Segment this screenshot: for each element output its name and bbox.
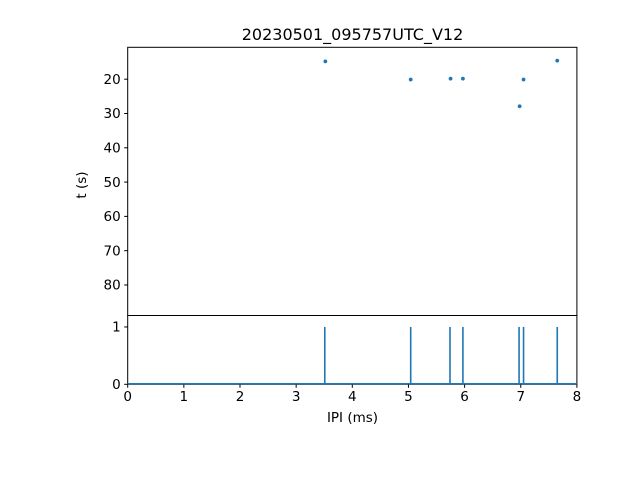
- y-tick-label: 70: [104, 243, 121, 259]
- scatter-point: [461, 76, 465, 81]
- y-tick-label: 40: [104, 140, 121, 156]
- x-tick-label: 8: [573, 389, 582, 405]
- y-tick-label: 50: [104, 175, 121, 191]
- y-tick-label: 20: [104, 72, 121, 88]
- chart-title: 20230501_095757UTC_V12: [241, 25, 464, 44]
- scatter-point: [555, 58, 560, 63]
- x-axis-label: IPI (ms): [326, 410, 379, 426]
- scatter-point: [323, 59, 328, 64]
- y-tick-label: 1: [112, 320, 121, 336]
- scatter-point: [521, 77, 526, 82]
- x-tick-label: 7: [516, 389, 525, 405]
- y-tick-label: 80: [104, 278, 121, 294]
- bottom-axes-frame: [127, 315, 578, 385]
- x-tick-label: 1: [180, 389, 189, 405]
- x-tick-label: 5: [404, 389, 413, 405]
- top-axes-frame: [127, 46, 578, 317]
- x-tick-label: 0: [123, 389, 132, 405]
- y-tick-label: 60: [104, 209, 121, 225]
- y-axis-label: t (s): [74, 171, 90, 199]
- y-tick-label: 30: [104, 106, 121, 122]
- scatter-point: [448, 76, 453, 81]
- scatter-point: [408, 77, 413, 82]
- scatter-point: [517, 104, 522, 109]
- y-tick-label: 0: [112, 377, 121, 393]
- x-tick-label: 2: [236, 389, 245, 405]
- x-tick-label: 6: [460, 389, 469, 405]
- x-tick-label: 4: [348, 389, 357, 405]
- x-tick-label: 3: [292, 389, 301, 405]
